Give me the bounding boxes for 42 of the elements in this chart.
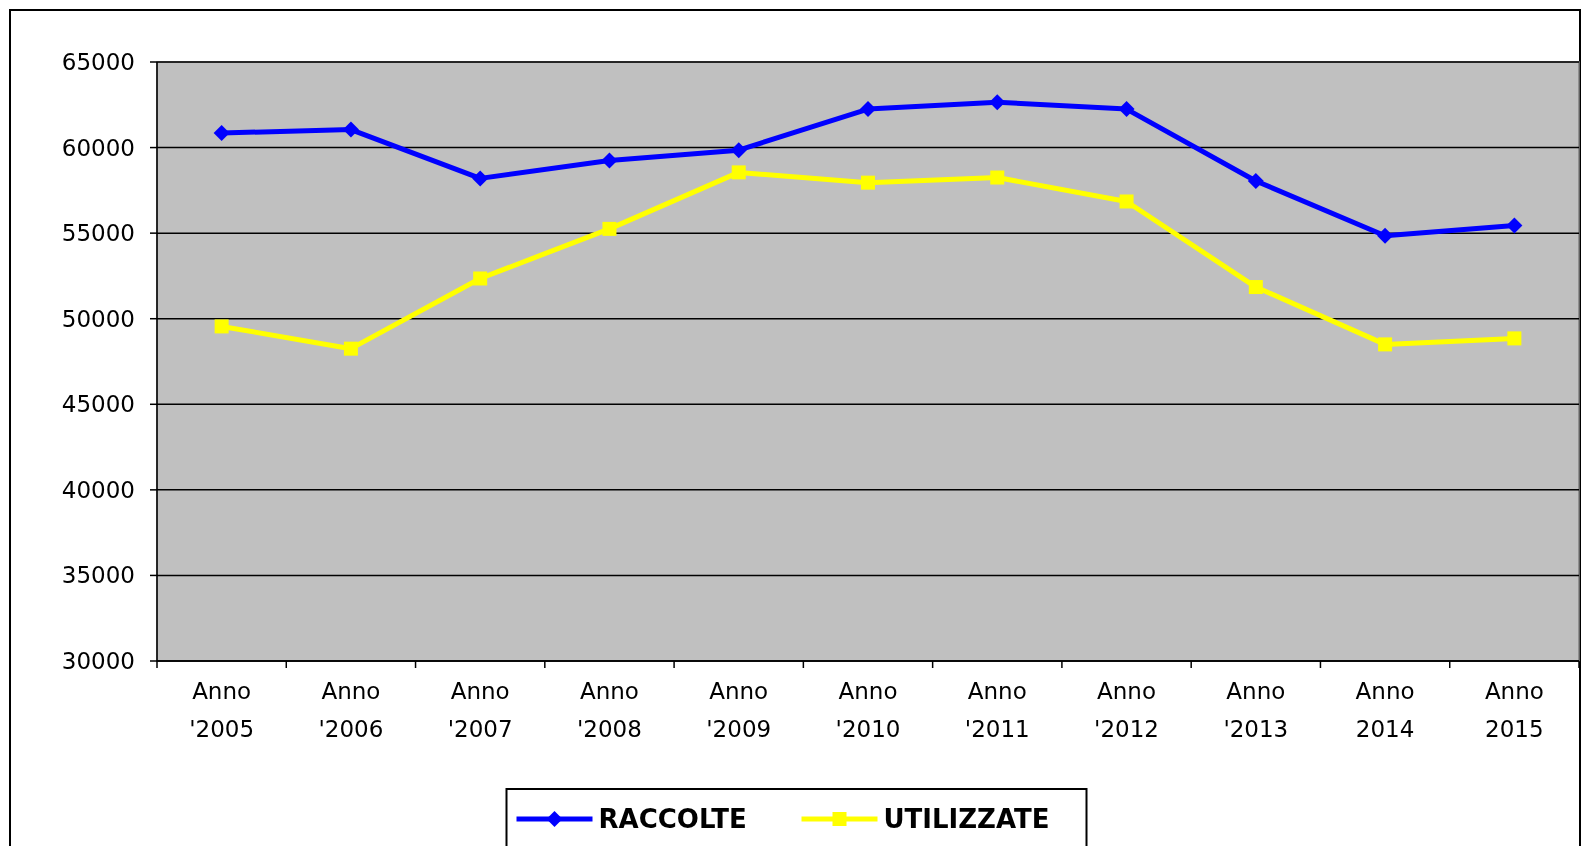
- x-tick-label: Anno '2013: [1223, 678, 1289, 742]
- point: [730, 142, 747, 159]
- point: [860, 101, 876, 118]
- x-tick-label: Anno '2005: [189, 678, 255, 742]
- y-tick-label: 45000: [61, 391, 135, 418]
- legend-label: UTILIZZATE: [883, 804, 1050, 835]
- point: [601, 152, 618, 169]
- point: [1506, 217, 1523, 234]
- point: [473, 271, 488, 286]
- y-tick-label: 35000: [61, 562, 135, 589]
- point: [1378, 337, 1393, 352]
- x-tick-label: Anno '2010: [835, 678, 901, 742]
- point: [1248, 280, 1263, 295]
- point: [213, 125, 230, 142]
- point: [602, 221, 617, 236]
- point: [1119, 194, 1134, 209]
- x-tick-label: Anno 2014: [1355, 678, 1415, 742]
- point: [990, 170, 1005, 185]
- x-tick-label: Anno '2006: [318, 678, 384, 742]
- y-tick-label: 30000: [61, 648, 135, 675]
- legend-label: RACCOLTE: [598, 804, 747, 835]
- y-tick-label: 40000: [61, 476, 135, 503]
- point: [1377, 227, 1394, 244]
- x-tick-label: Anno '2011: [964, 678, 1030, 742]
- point: [343, 341, 358, 356]
- x-tick-label: Anno '2007: [447, 678, 513, 742]
- point: [1507, 331, 1522, 346]
- point: [861, 175, 875, 190]
- point: [1247, 172, 1264, 189]
- x-tick-label: Anno '2008: [577, 678, 642, 742]
- point: [1118, 101, 1135, 118]
- y-tick-label: 60000: [61, 134, 135, 161]
- x-tick-label: Anno 2015: [1484, 678, 1544, 742]
- point: [731, 165, 746, 180]
- x-tick-label: Anno '2009: [706, 678, 772, 742]
- y-tick-label: 50000: [61, 305, 135, 332]
- x-tick-label: Anno '2012: [1094, 678, 1159, 742]
- point: [342, 121, 359, 138]
- point: [472, 170, 489, 187]
- y-tick-label: 65000: [61, 49, 135, 76]
- point: [214, 319, 229, 334]
- y-tick-label: 55000: [61, 220, 135, 247]
